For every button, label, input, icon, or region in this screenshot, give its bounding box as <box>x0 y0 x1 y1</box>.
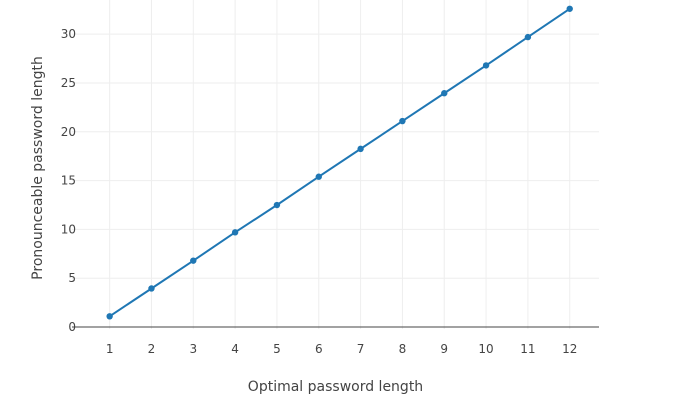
x-axis-title: Optimal password length <box>248 379 423 395</box>
data-point <box>273 201 281 209</box>
x-tick-label: 3 <box>189 342 197 356</box>
y-tick-label: 10 <box>61 222 76 236</box>
x-tick-label: 4 <box>231 342 239 356</box>
y-axis-title: Pronounceable password length <box>30 56 46 280</box>
x-tick-label: 8 <box>399 342 407 356</box>
x-tick-label: 10 <box>478 342 493 356</box>
y-tick-label: 5 <box>68 271 76 285</box>
plot-series <box>106 5 573 320</box>
data-point <box>148 285 155 292</box>
y-tick-label: 30 <box>61 27 76 41</box>
y-tick-label: 25 <box>61 76 76 90</box>
x-tick-label: 6 <box>315 342 323 356</box>
x-tick-label: 5 <box>273 342 281 356</box>
x-tick-label: 12 <box>562 342 577 356</box>
data-point <box>315 173 322 180</box>
x-tick-label: 7 <box>357 342 365 356</box>
series-line <box>109 7 571 318</box>
x-tick-label: 1 <box>106 342 114 356</box>
data-point <box>190 257 197 264</box>
data-point <box>399 117 406 125</box>
x-tick-label: 11 <box>520 342 535 356</box>
y-tick-label: 20 <box>61 125 76 139</box>
x-tick-label: 2 <box>148 342 156 356</box>
data-point <box>441 90 448 97</box>
data-point <box>231 229 239 236</box>
data-point <box>482 62 490 69</box>
data-point <box>566 5 573 12</box>
y-tick-label: 0 <box>68 320 76 334</box>
y-axis-ticks: 0 5 10 15 20 25 30 <box>61 27 76 334</box>
gridlines <box>72 0 599 329</box>
data-point <box>106 313 113 320</box>
y-tick-label: 15 <box>61 174 76 188</box>
x-axis-ticks: 1 2 3 4 5 6 7 8 9 10 11 12 <box>106 342 578 356</box>
x-tick-label: 9 <box>440 342 448 356</box>
data-point <box>524 33 532 41</box>
data-point <box>357 145 364 153</box>
